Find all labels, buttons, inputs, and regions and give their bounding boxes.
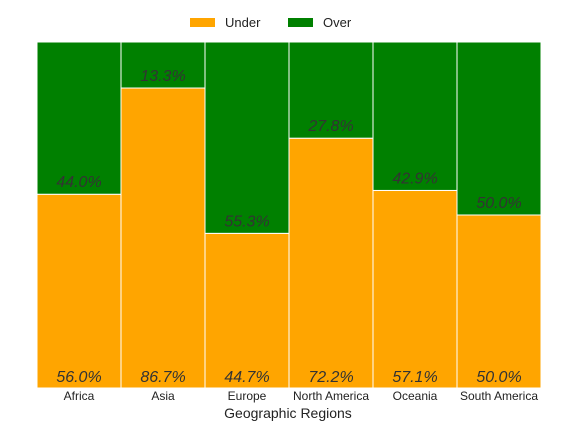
bar-under-3 <box>288 137 374 389</box>
label-under-2: 44.7% <box>224 369 269 386</box>
x-axis-label: Geographic Regions <box>224 405 352 421</box>
label-over-3: 27.8% <box>307 118 353 135</box>
bar-over-4 <box>372 41 458 191</box>
label-over-5: 50.0% <box>476 195 521 212</box>
legend: Under Over <box>190 15 352 30</box>
bar-over-3 <box>288 41 374 139</box>
bar-under-0 <box>36 193 122 389</box>
x-tick-label-3: North America <box>293 389 369 403</box>
bars-layer <box>36 41 542 389</box>
label-over-0: 44.0% <box>56 174 101 191</box>
label-under-4: 57.1% <box>392 369 437 386</box>
label-over-2: 55.3% <box>224 213 269 230</box>
value-labels-layer: 56.0% 44.0% 86.7% 13.3% 44.7% 55.3% 72.2% 27.8%… <box>56 68 521 386</box>
legend-swatch-1 <box>288 18 313 27</box>
label-over-4: 42.9% <box>392 170 437 187</box>
x-tick-label-2: Europe <box>228 389 267 403</box>
label-under-0: 56.0% <box>56 369 101 386</box>
bar-under-4 <box>372 189 458 389</box>
legend-label-0: Under <box>225 15 261 30</box>
x-tick-label-1: Asia <box>151 389 175 403</box>
label-under-3: 72.2% <box>308 369 353 386</box>
legend-label-1: Over <box>323 15 352 30</box>
bar-under-1 <box>120 87 206 389</box>
bar-over-2 <box>204 41 290 234</box>
bar-under-5 <box>456 214 542 389</box>
label-under-5: 50.0% <box>476 369 521 386</box>
label-under-1: 86.7% <box>140 369 185 386</box>
bar-over-5 <box>456 41 542 216</box>
x-tick-label-5: South America <box>460 389 538 403</box>
label-over-1: 13.3% <box>140 68 185 85</box>
legend-swatch-0 <box>190 18 215 27</box>
bar-over-1 <box>120 41 206 89</box>
x-tick-labels-layer: Africa Asia Europe North America Oceania Sout… <box>64 389 539 403</box>
x-tick-label-0: Africa <box>64 389 95 403</box>
x-tick-label-4: Oceania <box>393 389 438 403</box>
bar-over-0 <box>36 41 122 195</box>
bar-under-2 <box>204 232 290 389</box>
